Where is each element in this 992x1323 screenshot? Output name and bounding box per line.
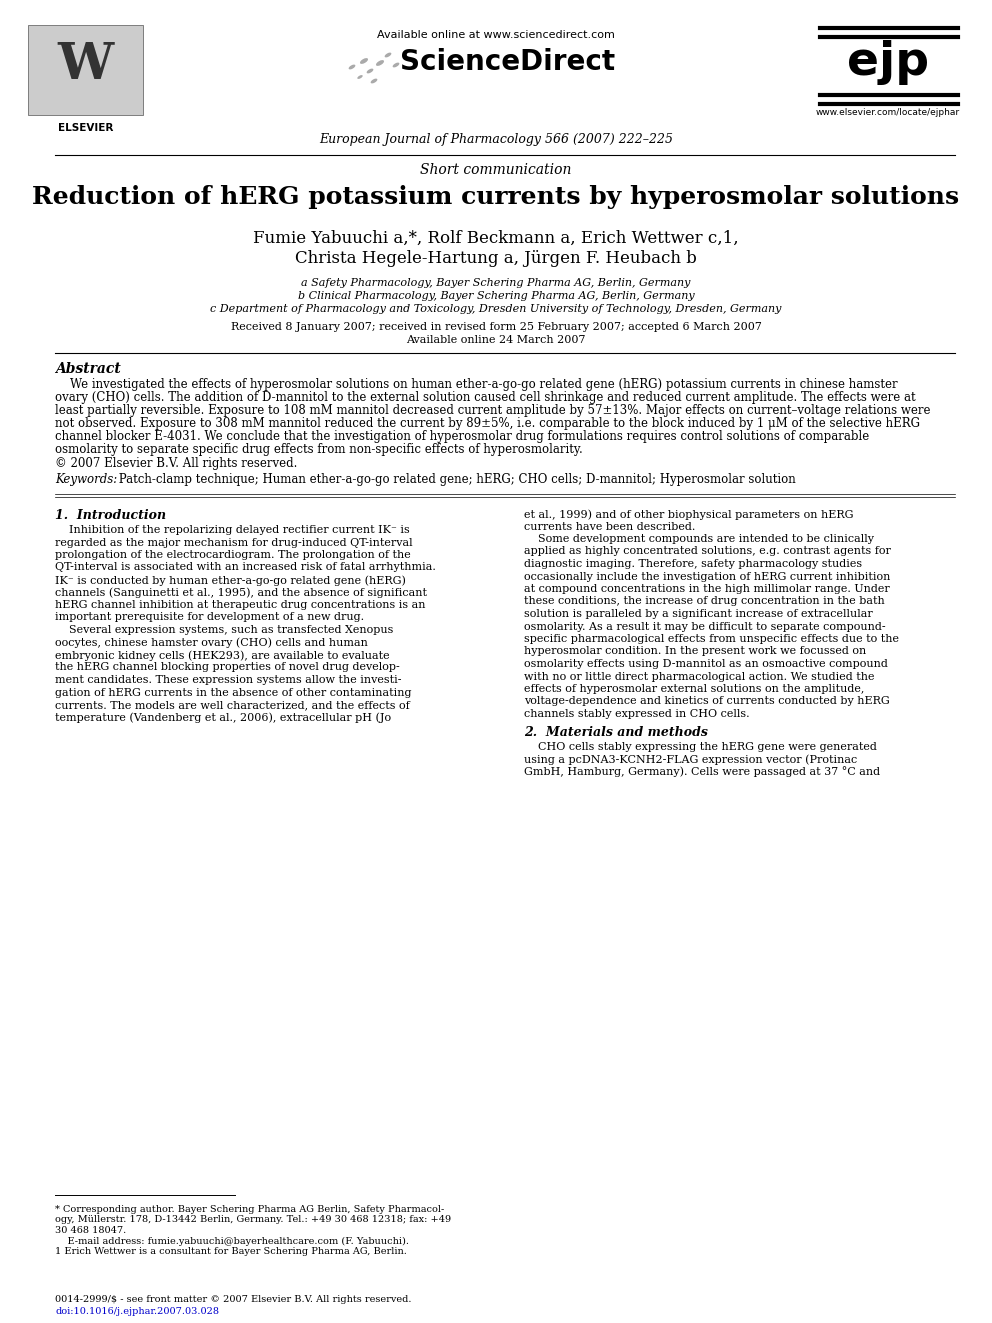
Text: currents have been described.: currents have been described.: [524, 521, 695, 532]
Text: * Corresponding author. Bayer Schering Pharma AG Berlin, Safety Pharmacol-: * Corresponding author. Bayer Schering P…: [55, 1205, 444, 1215]
Text: occasionally include the investigation of hERG current inhibition: occasionally include the investigation o…: [524, 572, 891, 582]
Text: applied as highly concentrated solutions, e.g. contrast agents for: applied as highly concentrated solutions…: [524, 546, 891, 557]
Text: Reduction of hERG potassium currents by hyperosmolar solutions: Reduction of hERG potassium currents by …: [33, 185, 959, 209]
Text: the hERG channel blocking properties of novel drug develop-: the hERG channel blocking properties of …: [55, 663, 400, 672]
Text: osmolarity effects using D-mannitol as an osmoactive compound: osmolarity effects using D-mannitol as a…: [524, 659, 888, 669]
Text: b Clinical Pharmacology, Bayer Schering Pharma AG, Berlin, Germany: b Clinical Pharmacology, Bayer Schering …: [298, 291, 694, 302]
FancyBboxPatch shape: [28, 25, 143, 115]
Text: ScienceDirect: ScienceDirect: [400, 48, 615, 75]
Text: prolongation of the electrocardiogram. The prolongation of the: prolongation of the electrocardiogram. T…: [55, 550, 411, 560]
Text: important prerequisite for development of a new drug.: important prerequisite for development o…: [55, 613, 364, 623]
Text: a Safety Pharmacology, Bayer Schering Pharma AG, Berlin, Germany: a Safety Pharmacology, Bayer Schering Ph…: [302, 278, 690, 288]
Ellipse shape: [393, 62, 400, 67]
Text: 1 Erich Wettwer is a consultant for Bayer Schering Pharma AG, Berlin.: 1 Erich Wettwer is a consultant for Baye…: [55, 1248, 407, 1256]
Ellipse shape: [385, 53, 392, 57]
Text: hERG channel inhibition at therapeutic drug concentrations is an: hERG channel inhibition at therapeutic d…: [55, 601, 426, 610]
Text: using a pcDNA3-KCNH2-FLAG expression vector (Protinac: using a pcDNA3-KCNH2-FLAG expression vec…: [524, 754, 857, 765]
Text: We investigated the effects of hyperosmolar solutions on human ether-a-go-go rel: We investigated the effects of hyperosmo…: [55, 378, 898, 392]
Text: ment candidates. These expression systems allow the investi-: ment candidates. These expression system…: [55, 675, 402, 685]
Text: Available online 24 March 2007: Available online 24 March 2007: [407, 335, 585, 345]
Text: European Journal of Pharmacology 566 (2007) 222–225: European Journal of Pharmacology 566 (20…: [319, 134, 673, 146]
Text: ejp: ejp: [847, 40, 930, 85]
Text: Received 8 January 2007; received in revised form 25 February 2007; accepted 6 M: Received 8 January 2007; received in rev…: [230, 321, 762, 332]
Text: embryonic kidney cells (HEK293), are available to evaluate: embryonic kidney cells (HEK293), are ava…: [55, 650, 390, 660]
Text: doi:10.1016/j.ejphar.2007.03.028: doi:10.1016/j.ejphar.2007.03.028: [55, 1307, 219, 1316]
Text: with no or little direct pharmacological action. We studied the: with no or little direct pharmacological…: [524, 672, 875, 681]
Text: these conditions, the increase of drug concentration in the bath: these conditions, the increase of drug c…: [524, 597, 885, 606]
Text: ogy, Müllerstr. 178, D-13442 Berlin, Germany. Tel.: +49 30 468 12318; fax: +49: ogy, Müllerstr. 178, D-13442 Berlin, Ger…: [55, 1216, 451, 1225]
Text: et al., 1999) and of other biophysical parameters on hERG: et al., 1999) and of other biophysical p…: [524, 509, 853, 520]
Text: ELSEVIER: ELSEVIER: [58, 123, 113, 134]
Text: Short communication: Short communication: [421, 163, 571, 177]
Text: 0014-2999/$ - see front matter © 2007 Elsevier B.V. All rights reserved.: 0014-2999/$ - see front matter © 2007 El…: [55, 1295, 412, 1304]
Text: voltage-dependence and kinetics of currents conducted by hERG: voltage-dependence and kinetics of curre…: [524, 696, 890, 706]
Text: Abstract: Abstract: [55, 363, 121, 376]
Text: Fumie Yabuuchi a,*, Rolf Beckmann a, Erich Wettwer c,1,: Fumie Yabuuchi a,*, Rolf Beckmann a, Eri…: [253, 230, 739, 247]
Text: Patch-clamp technique; Human ether-a-go-go related gene; hERG; CHO cells; D-mann: Patch-clamp technique; Human ether-a-go-…: [115, 474, 796, 486]
Text: Keywords:: Keywords:: [55, 474, 117, 486]
Text: 2.  Materials and methods: 2. Materials and methods: [524, 725, 708, 738]
Text: at compound concentrations in the high millimolar range. Under: at compound concentrations in the high m…: [524, 583, 890, 594]
Ellipse shape: [348, 65, 355, 69]
Ellipse shape: [376, 60, 384, 66]
Text: c Department of Pharmacology and Toxicology, Dresden University of Technology, D: c Department of Pharmacology and Toxicol…: [210, 304, 782, 314]
Text: W: W: [58, 41, 113, 90]
Ellipse shape: [360, 58, 368, 64]
Text: GmbH, Hamburg, Germany). Cells were passaged at 37 °C and: GmbH, Hamburg, Germany). Cells were pass…: [524, 766, 880, 778]
Text: IK⁻ is conducted by human ether-a-go-go related gene (hERG): IK⁻ is conducted by human ether-a-go-go …: [55, 576, 406, 586]
Text: currents. The models are well characterized, and the effects of: currents. The models are well characteri…: [55, 700, 410, 710]
Text: Several expression systems, such as transfected Xenopus: Several expression systems, such as tran…: [55, 624, 394, 635]
Text: Christa Hegele-Hartung a, Jürgen F. Heubach b: Christa Hegele-Hartung a, Jürgen F. Heub…: [295, 250, 697, 267]
Text: least partially reversible. Exposure to 108 mM mannitol decreased current amplit: least partially reversible. Exposure to …: [55, 404, 930, 417]
Text: not observed. Exposure to 308 mM mannitol reduced the current by 89±5%, i.e. com: not observed. Exposure to 308 mM mannito…: [55, 417, 920, 430]
Text: temperature (Vandenberg et al., 2006), extracellular pH (Jo: temperature (Vandenberg et al., 2006), e…: [55, 713, 391, 724]
Text: regarded as the major mechanism for drug-induced QT-interval: regarded as the major mechanism for drug…: [55, 537, 413, 548]
Text: channels stably expressed in CHO cells.: channels stably expressed in CHO cells.: [524, 709, 750, 718]
Text: osmolarity to separate specific drug effects from non-specific effects of hypero: osmolarity to separate specific drug eff…: [55, 443, 582, 456]
Text: Inhibition of the repolarizing delayed rectifier current IK⁻ is: Inhibition of the repolarizing delayed r…: [55, 525, 410, 534]
Text: CHO cells stably expressing the hERG gene were generated: CHO cells stably expressing the hERG gen…: [524, 741, 877, 751]
Text: gation of hERG currents in the absence of other contaminating: gation of hERG currents in the absence o…: [55, 688, 412, 697]
Text: 30 468 18047.: 30 468 18047.: [55, 1226, 126, 1234]
Text: Some development compounds are intended to be clinically: Some development compounds are intended …: [524, 534, 874, 544]
Text: solution is paralleled by a significant increase of extracellular: solution is paralleled by a significant …: [524, 609, 873, 619]
Text: channels (Sanguinetti et al., 1995), and the absence of significant: channels (Sanguinetti et al., 1995), and…: [55, 587, 427, 598]
Text: ovary (CHO) cells. The addition of D-mannitol to the external solution caused ce: ovary (CHO) cells. The addition of D-man…: [55, 392, 916, 404]
Ellipse shape: [357, 75, 363, 79]
Text: effects of hyperosmolar external solutions on the amplitude,: effects of hyperosmolar external solutio…: [524, 684, 864, 695]
Text: 1.  Introduction: 1. Introduction: [55, 509, 166, 523]
Text: channel blocker E-4031. We conclude that the investigation of hyperosmolar drug : channel blocker E-4031. We conclude that…: [55, 430, 869, 443]
Ellipse shape: [367, 69, 373, 73]
Text: Available online at www.sciencedirect.com: Available online at www.sciencedirect.co…: [377, 30, 615, 40]
Text: E-mail address: fumie.yabuuchi@bayerhealthcare.com (F. Yabuuchi).: E-mail address: fumie.yabuuchi@bayerheal…: [55, 1237, 409, 1246]
Text: hyperosmolar condition. In the present work we focussed on: hyperosmolar condition. In the present w…: [524, 647, 866, 656]
Ellipse shape: [371, 78, 377, 83]
Text: oocytes, chinese hamster ovary (CHO) cells and human: oocytes, chinese hamster ovary (CHO) cel…: [55, 638, 368, 648]
Text: diagnostic imaging. Therefore, safety pharmacology studies: diagnostic imaging. Therefore, safety ph…: [524, 560, 862, 569]
Text: © 2007 Elsevier B.V. All rights reserved.: © 2007 Elsevier B.V. All rights reserved…: [55, 456, 298, 470]
Text: www.elsevier.com/locate/ejphar: www.elsevier.com/locate/ejphar: [816, 108, 960, 116]
Text: osmolarity. As a result it may be difficult to separate compound-: osmolarity. As a result it may be diffic…: [524, 622, 886, 631]
Text: specific pharmacological effects from unspecific effects due to the: specific pharmacological effects from un…: [524, 634, 899, 644]
Text: QT-interval is associated with an increased risk of fatal arrhythmia.: QT-interval is associated with an increa…: [55, 562, 435, 573]
